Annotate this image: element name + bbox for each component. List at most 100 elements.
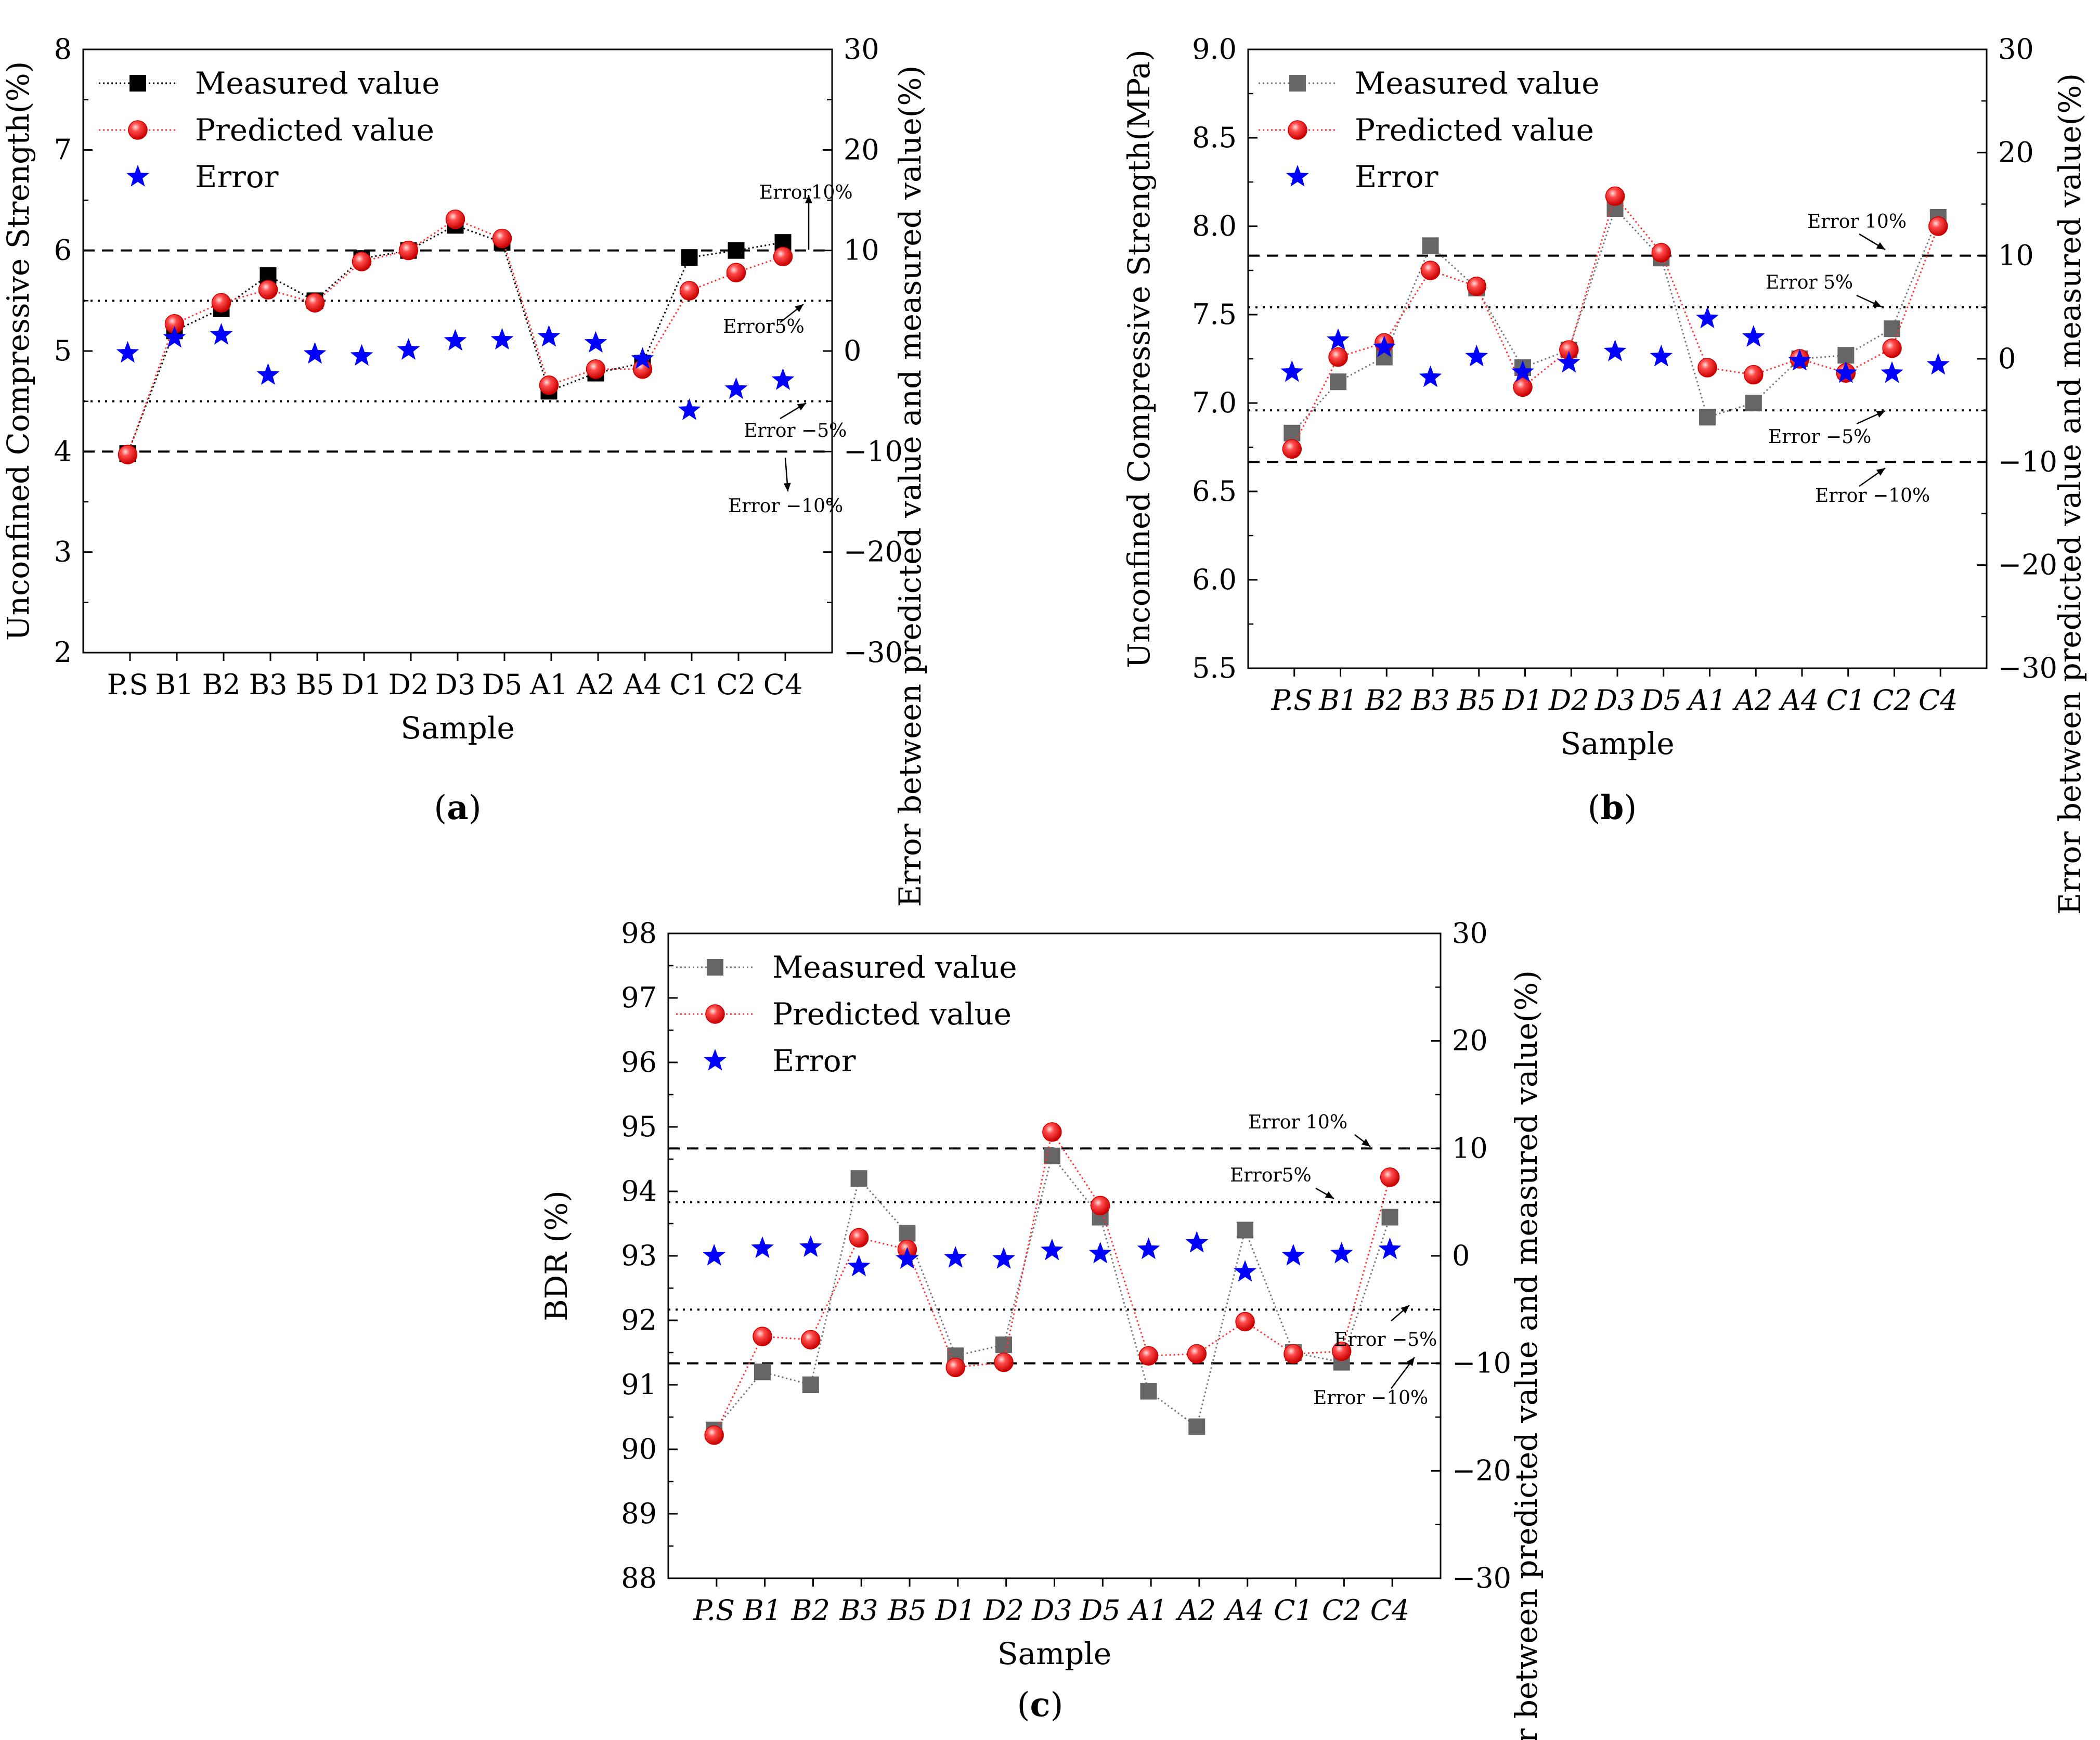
data-point <box>1140 1383 1157 1400</box>
data-point <box>1465 345 1488 367</box>
data-point <box>799 1235 822 1257</box>
data-point <box>850 1170 867 1187</box>
data-point <box>1882 338 1902 358</box>
data-point <box>1696 306 1719 329</box>
y-tick-label: 8.5 <box>1192 121 1237 154</box>
annotation-arrowhead <box>805 195 812 203</box>
x-tick-label: A2 <box>1732 684 1772 717</box>
data-point <box>256 363 280 385</box>
data-point <box>1650 345 1673 367</box>
annotation-arrowhead <box>783 483 791 491</box>
x-tick-label: B1 <box>1318 684 1357 717</box>
x-tick-label: C4 <box>1370 1594 1410 1627</box>
x-tick-label: B5 <box>887 1594 926 1627</box>
x-tick-label: B2 <box>1365 684 1404 717</box>
y-tick-label: 6.0 <box>1192 563 1237 596</box>
data-point <box>1557 350 1580 373</box>
y2-tick-label: 10 <box>1998 239 2034 272</box>
legend-label: Measured value <box>195 66 440 101</box>
legend-marker <box>1286 165 1309 187</box>
data-point <box>1742 325 1765 347</box>
y-tick-label: 5 <box>54 334 72 367</box>
data-point <box>1605 186 1625 206</box>
data-point <box>1282 439 1302 459</box>
data-point <box>1280 360 1304 382</box>
data-point <box>754 1364 771 1381</box>
x-tick-label: D5 <box>482 668 523 701</box>
data-point <box>445 209 465 229</box>
annotation-label: Error 5% <box>1766 272 1853 293</box>
x-tick-label: D3 <box>435 668 476 701</box>
data-point <box>704 1425 724 1445</box>
y-tick-label: 91 <box>621 1368 657 1401</box>
data-point <box>586 359 606 379</box>
data-point <box>352 252 372 271</box>
y-tick-label: 8.0 <box>1192 210 1237 242</box>
y-tick-label: 89 <box>621 1497 657 1530</box>
data-point <box>1284 424 1301 442</box>
data-point <box>1467 276 1487 296</box>
data-point <box>1088 1241 1112 1264</box>
x-tick-label: A2 <box>576 668 615 701</box>
data-point <box>1042 1122 1062 1142</box>
data-point <box>1138 1346 1159 1366</box>
y-tick-label: 97 <box>621 981 657 1014</box>
data-point <box>211 293 231 313</box>
data-point <box>537 324 561 347</box>
annotation-arrowhead <box>1401 1305 1409 1314</box>
data-point <box>1380 1167 1400 1187</box>
y2-tick-label: 30 <box>844 33 879 66</box>
data-point <box>210 323 233 345</box>
y2-axis-label: Error between predicted value and measur… <box>2052 73 2088 915</box>
x-tick-label: P.S <box>107 668 149 701</box>
y-tick-label: 4 <box>54 435 72 468</box>
x-tick-label: C1 <box>1274 1594 1313 1627</box>
x-tick-label: B3 <box>839 1594 878 1627</box>
x-tick-label: A2 <box>1175 1594 1216 1627</box>
y-tick-label: 6 <box>54 234 72 267</box>
legend-label: Error <box>772 1043 856 1079</box>
legend-label: Measured value <box>772 950 1017 985</box>
legend-marker <box>128 120 148 140</box>
y2-tick-label: 10 <box>844 234 879 267</box>
data-point <box>398 240 419 261</box>
annotation-arrowhead <box>797 403 806 411</box>
data-point <box>753 1327 772 1346</box>
y2-tick-label: −20 <box>844 536 903 568</box>
annotation-arrowhead <box>1876 242 1885 250</box>
data-point <box>1372 335 1396 357</box>
data-point <box>1284 1344 1303 1364</box>
data-point <box>1330 1241 1353 1264</box>
x-tick-label: B1 <box>743 1594 782 1627</box>
y2-tick-label: 30 <box>1452 917 1488 950</box>
y2-tick-label: 0 <box>1998 342 2016 375</box>
x-tick-label: D1 <box>1502 684 1543 717</box>
data-point <box>1327 328 1350 350</box>
y-tick-label: 90 <box>621 1433 657 1465</box>
annotation-label: Error −10% <box>1313 1387 1428 1409</box>
legend-label: Predicted value <box>772 996 1012 1032</box>
x-tick-label: C2 <box>1872 684 1912 717</box>
data-point <box>258 280 278 300</box>
data-point <box>303 342 327 364</box>
data-point <box>1090 1196 1110 1216</box>
y-tick-label: 88 <box>621 1562 657 1594</box>
x-tick-label: A4 <box>623 668 662 701</box>
y2-tick-label: −10 <box>844 435 903 468</box>
legend-marker <box>704 1049 727 1071</box>
x-tick-label: D3 <box>1031 1594 1072 1627</box>
data-point <box>1185 1231 1209 1253</box>
data-point <box>724 377 748 399</box>
data-point <box>1697 358 1717 378</box>
x-tick-label: B2 <box>202 668 240 701</box>
x-tick-label: D1 <box>935 1594 976 1627</box>
chart-panel-c: 88 89 90 91 92 93 94 95 96 97 98 −30 −20 −10 0 10 20 30 P.… <box>539 917 1544 1740</box>
data-point <box>703 1244 725 1266</box>
y-tick-label: 8 <box>54 33 72 66</box>
x-tick-label: A4 <box>1778 684 1819 717</box>
y-axis-label: Unconfined Compressive Strength(MPa) <box>1121 49 1157 668</box>
data-point <box>1137 1237 1160 1259</box>
y-tick-label: 96 <box>621 1046 657 1079</box>
data-point <box>896 1247 919 1269</box>
